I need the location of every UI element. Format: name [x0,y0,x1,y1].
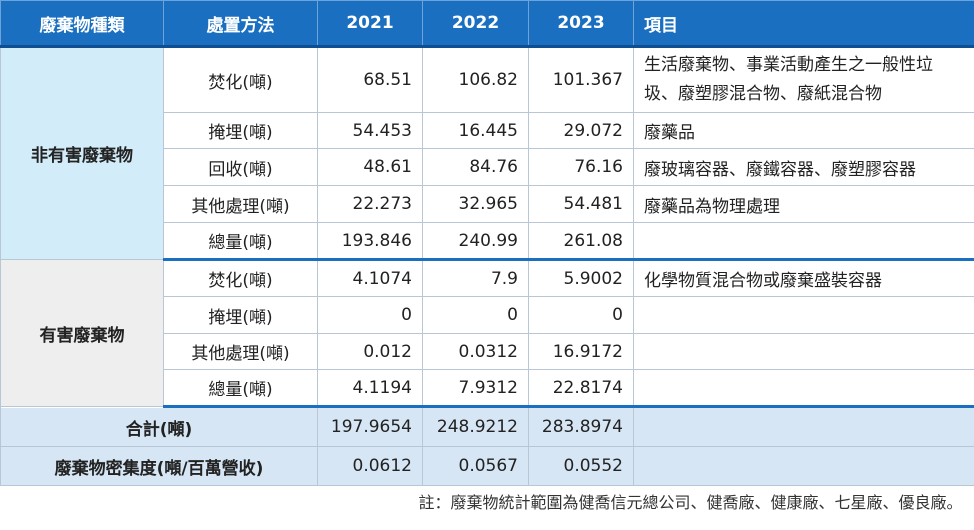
table-row: 有害廢棄物 焚化(噸) 4.1074 7.9 5.9002 化學物質混合物或廢棄… [0,259,974,407]
method-cell: 回收(噸) [163,148,318,186]
item-cell [633,369,974,408]
value-2022: 7.9312 [422,369,529,408]
value-2022: 32.965 [422,185,529,223]
table-row: 總量(噸) 4.1194 7.9312 22.8174 [1,369,974,408]
total-2021: 197.9654 [317,406,423,447]
value-2022: 0 [422,296,529,334]
total-2023: 283.8974 [528,406,634,447]
value-2023: 0 [528,296,634,334]
item-cell [633,296,974,334]
value-2021: 54.453 [317,112,423,149]
value-2022: 7.9 [422,259,529,297]
intensity-row: 廢棄物密集度(噸/百萬營收) 0.0612 0.0567 0.0552 [0,446,974,486]
total-row: 合計(噸) 197.9654 248.9212 283.8974 [0,406,974,447]
value-2023: 5.9002 [528,259,634,297]
footnote-row: 註：廢棄物統計範圍為健喬信元總公司、健喬廠、健康廠、七星廠、優良廠。 [1,486,974,516]
value-2022: 84.76 [422,148,529,186]
footnote: 註：廢棄物統計範圍為健喬信元總公司、健喬廠、健康廠、七星廠、優良廠。 [418,492,963,512]
value-2021: 22.273 [317,185,423,223]
total-item [633,406,974,447]
item-cell: 化學物質混合物或廢棄盛裝容器 [633,259,974,297]
value-2023: 261.08 [528,222,634,261]
intensity-2021: 0.0612 [317,446,423,486]
table-row: 非有害廢棄物 焚化(噸) 68.51 106.82 101.367 生活廢棄物、… [0,46,974,260]
value-2023: 76.16 [528,148,634,186]
header-waste-type: 廢棄物種類 [0,0,164,48]
header-2023: 2023 [528,0,634,48]
value-2021: 48.61 [317,148,423,186]
table-row: 掩埋(噸) 54.453 16.445 29.072 廢藥品 [1,112,974,149]
method-cell: 其他處理(噸) [163,185,318,223]
intensity-label: 廢棄物密集度(噸/百萬營收) [0,446,318,486]
table-row: 回收(噸) 48.61 84.76 76.16 廢玻璃容器、廢鐵容器、廢塑膠容器 [1,148,974,186]
value-2021: 193.846 [317,222,423,261]
group-non-hazardous: 非有害廢棄物 [0,46,164,260]
method-cell: 焚化(噸) [163,46,318,113]
method-cell: 總量(噸) [163,222,318,261]
item-cell: 廢藥品為物理處理 [633,185,974,223]
value-2023: 29.072 [528,112,634,149]
value-2021: 4.1194 [317,369,423,408]
method-cell: 焚化(噸) [163,259,318,297]
header-2022: 2022 [422,0,529,48]
waste-table: 廢棄物種類 處置方法 2021 2022 2023 項目 非有害廢棄物 焚化(噸… [0,0,974,516]
item-cell [633,222,974,261]
value-2022: 106.82 [422,46,529,113]
header-2021: 2021 [317,0,423,48]
intensity-2023: 0.0552 [528,446,634,486]
method-cell: 總量(噸) [163,369,318,408]
intensity-item [633,446,974,486]
header-method: 處置方法 [163,0,318,48]
header-row: 廢棄物種類 處置方法 2021 2022 2023 項目 [0,0,974,48]
value-2021: 4.1074 [317,259,423,297]
value-2021: 0.012 [317,333,423,370]
value-2023: 101.367 [528,46,634,113]
value-2023: 54.481 [528,185,634,223]
item-cell: 廢藥品 [633,112,974,149]
method-cell: 其他處理(噸) [163,333,318,370]
value-2023: 16.9172 [528,333,634,370]
item-cell: 生活廢棄物、事業活動產生之一般性垃圾、廢塑膠混合物、廢紙混合物 [633,46,974,113]
table-row: 其他處理(噸) 22.273 32.965 54.481 廢藥品為物理處理 [1,185,974,223]
intensity-2022: 0.0567 [422,446,529,486]
total-label: 合計(噸) [0,406,318,447]
method-cell: 掩埋(噸) [163,112,318,149]
value-2022: 0.0312 [422,333,529,370]
item-cell [633,333,974,370]
item-cell: 廢玻璃容器、廢鐵容器、廢塑膠容器 [633,148,974,186]
total-2022: 248.9212 [422,406,529,447]
value-2023: 22.8174 [528,369,634,408]
value-2021: 0 [317,296,423,334]
method-cell: 掩埋(噸) [163,296,318,334]
group-hazardous: 有害廢棄物 [0,259,164,407]
value-2022: 240.99 [422,222,529,261]
value-2022: 16.445 [422,112,529,149]
table-row: 總量(噸) 193.846 240.99 261.08 [1,222,974,261]
value-2021: 68.51 [317,46,423,113]
header-item: 項目 [633,0,974,48]
